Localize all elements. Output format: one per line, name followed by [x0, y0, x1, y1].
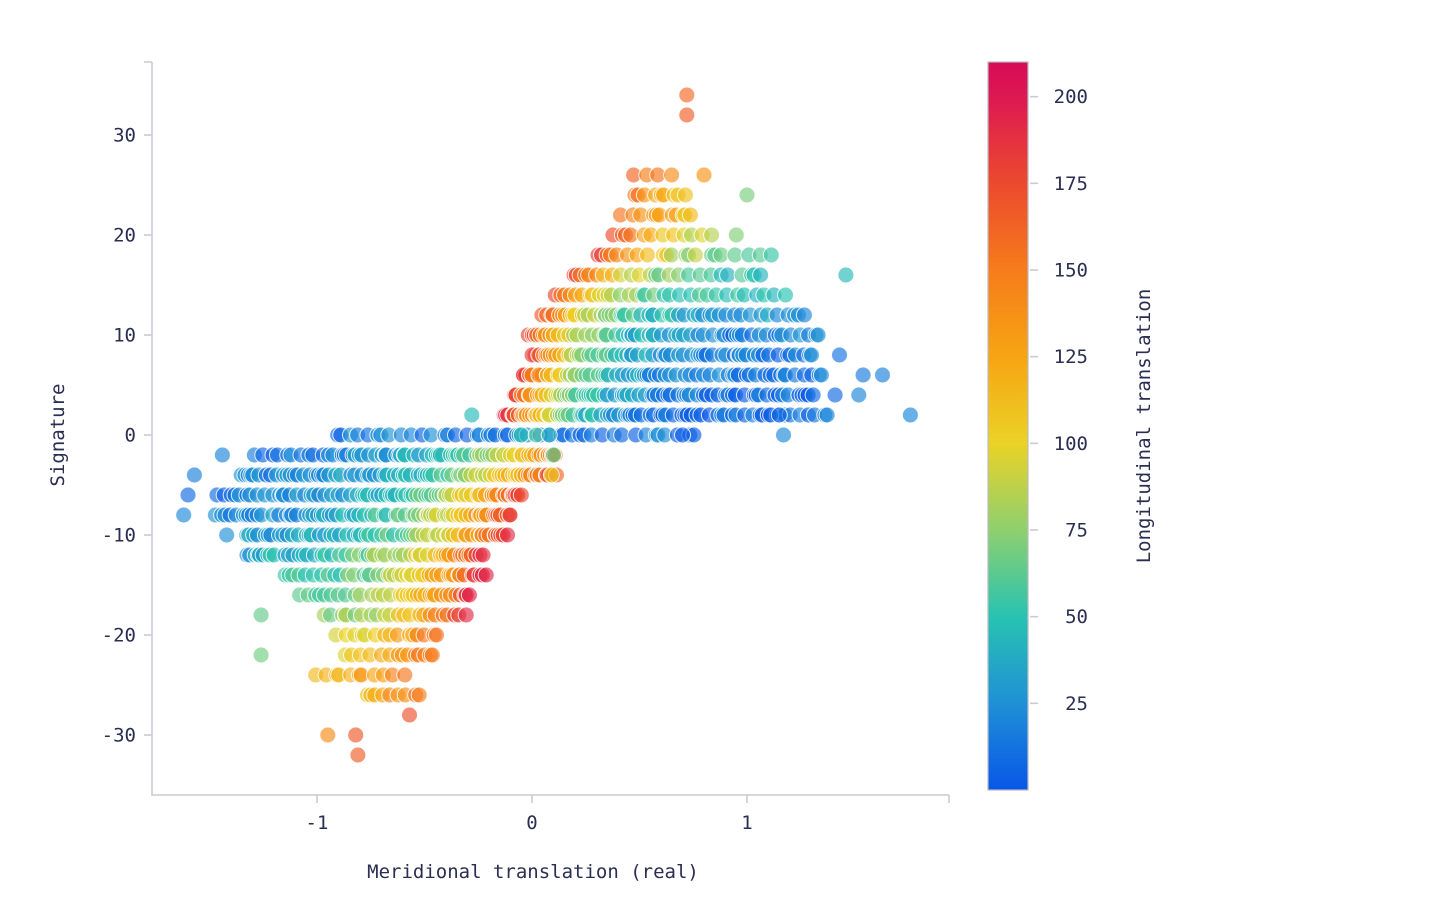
y-tick-label: 20	[113, 225, 136, 247]
y-axis-title: Signature	[47, 384, 69, 487]
data-point	[682, 206, 699, 224]
colorbar-tick-label: 150	[1054, 260, 1088, 282]
x-axis-title: Meridional translation (real)	[367, 861, 699, 883]
data-point	[874, 366, 891, 384]
data-point	[703, 226, 721, 244]
data-point	[512, 426, 530, 444]
data-point	[812, 366, 830, 384]
data-point	[678, 86, 696, 104]
data-point	[252, 646, 270, 664]
x-axis-ticks: -1 0 1	[306, 795, 753, 834]
data-point	[850, 386, 868, 404]
data-point	[809, 326, 827, 344]
data-point	[826, 386, 844, 404]
data-point	[460, 586, 478, 604]
data-point	[831, 346, 848, 364]
x-tick-label: 1	[741, 812, 752, 834]
data-point	[674, 426, 691, 444]
data-point	[463, 406, 481, 424]
data-point	[901, 406, 919, 424]
x-tick-label: -1	[306, 812, 329, 834]
data-point	[770, 406, 788, 424]
data-point	[695, 166, 713, 184]
data-point	[213, 446, 231, 464]
data-point	[686, 246, 704, 264]
colorbar-ticks: 25 50 75 100 125 150 175 200	[1030, 86, 1088, 715]
colorbar-tick-label: 200	[1054, 86, 1088, 108]
data-point	[837, 266, 855, 284]
data-point	[803, 346, 820, 364]
colorbar-tick-label: 75	[1065, 520, 1088, 542]
colorbar-tick-label: 50	[1065, 606, 1088, 628]
data-point	[319, 726, 337, 744]
y-tick-label: -30	[102, 725, 136, 747]
data-point	[499, 526, 516, 544]
data-point	[410, 686, 428, 704]
data-point	[179, 486, 197, 504]
data-point	[818, 406, 836, 424]
data-point	[545, 446, 562, 464]
data-point	[752, 266, 770, 284]
data-point	[639, 246, 656, 264]
data-point	[401, 706, 418, 724]
data-point	[501, 506, 519, 524]
y-axis-ticks: 30 20 10 0 -10 -20 -30	[102, 125, 152, 747]
data-point	[396, 666, 414, 684]
colorbar-tick-label: 100	[1054, 433, 1088, 455]
data-point	[175, 506, 193, 524]
data-point	[347, 726, 365, 744]
data-point	[795, 306, 813, 324]
data-point	[423, 646, 441, 664]
data-point	[804, 386, 822, 404]
axis-spines	[144, 61, 950, 803]
colorbar	[988, 62, 1028, 790]
y-tick-label: 10	[113, 325, 136, 347]
data-point	[540, 426, 558, 444]
data-point	[185, 466, 203, 484]
data-point	[775, 426, 792, 444]
data-point	[678, 106, 696, 124]
y-tick-label: -10	[102, 525, 136, 547]
colorbar-border	[987, 61, 1029, 791]
data-point	[512, 486, 530, 504]
data-point	[727, 226, 745, 244]
data-point	[542, 466, 560, 484]
data-point	[663, 166, 681, 184]
data-point	[252, 606, 270, 624]
colorbar-tick-label: 25	[1065, 693, 1088, 715]
y-tick-label: 0	[125, 425, 136, 447]
data-point	[777, 286, 794, 304]
data-point	[738, 186, 756, 204]
data-point	[677, 186, 694, 204]
data-point	[349, 746, 367, 764]
colorbar-title: Longitudinal translation	[1133, 289, 1155, 564]
data-point	[662, 246, 680, 264]
data-point	[457, 606, 475, 624]
data-point	[474, 546, 492, 564]
data-point	[854, 366, 872, 384]
colorbar-tick-label: 125	[1054, 346, 1088, 368]
data-point	[719, 266, 737, 284]
colorbar-tick-label: 175	[1054, 173, 1088, 195]
y-tick-label: -20	[102, 625, 136, 647]
scatter-points-layer	[175, 86, 919, 764]
data-point	[218, 526, 236, 544]
data-point	[762, 246, 780, 264]
data-point	[477, 566, 495, 584]
data-point	[428, 626, 445, 644]
x-tick-label: 0	[526, 812, 537, 834]
y-tick-label: 30	[113, 125, 136, 147]
